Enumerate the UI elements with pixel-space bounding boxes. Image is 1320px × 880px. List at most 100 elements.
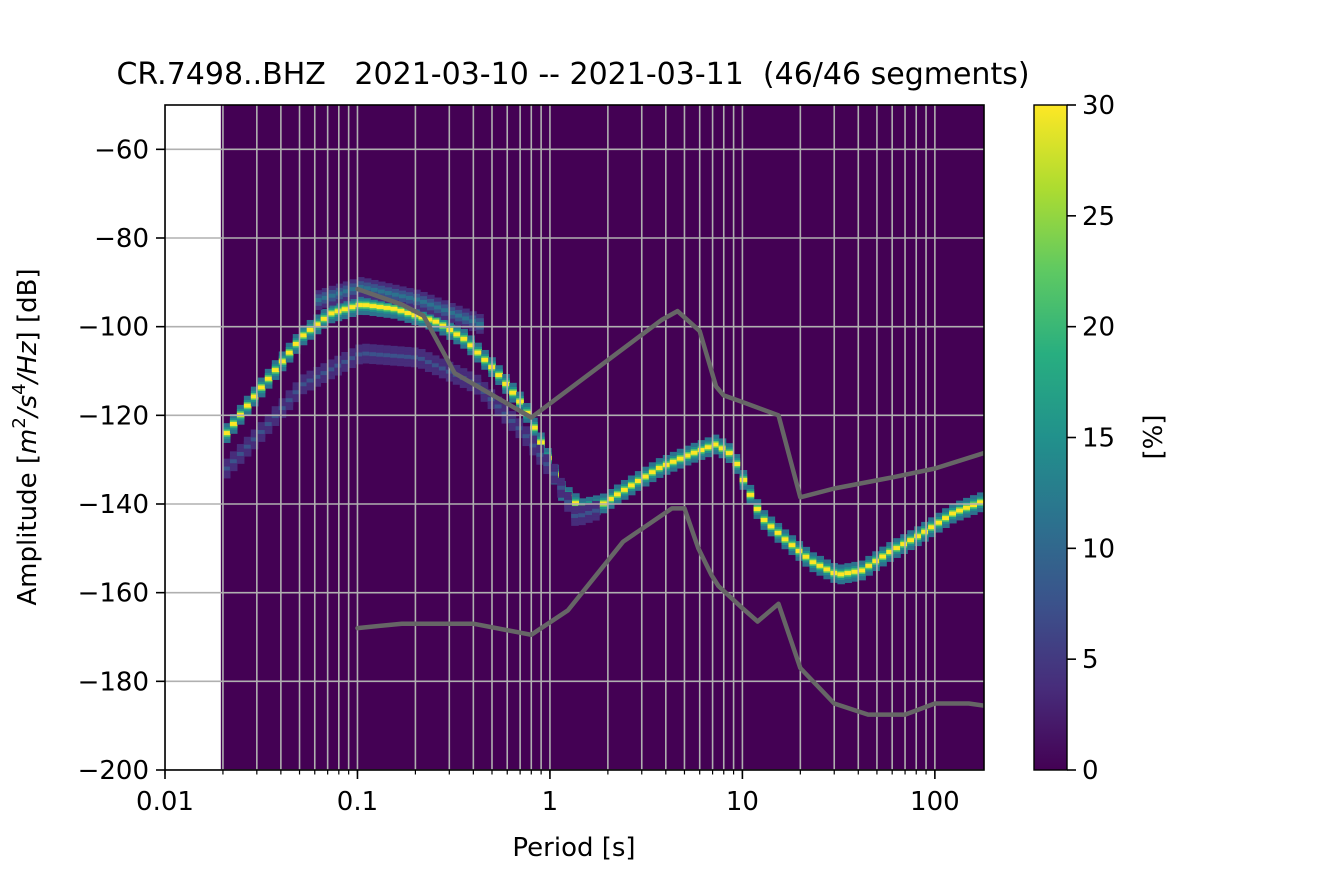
density-cell [397,308,406,313]
density-cell [543,462,551,467]
density-cell [432,319,440,324]
density-cell [417,356,426,361]
x-tick-label: 10 [726,787,759,817]
y-tick-label: −180 [78,667,149,697]
high-noise-model-line [355,286,984,500]
density-cell [641,474,650,479]
density-cell [718,446,727,451]
x-tick-label: 0.01 [136,787,194,817]
density-cell [711,442,720,447]
density-cell [886,550,894,554]
density-cell [515,426,524,431]
density-cell [550,471,558,476]
density-cell [455,313,463,318]
density-cell [802,554,811,559]
y-axis-label-part: 4 [9,383,30,394]
heatmap-background [220,105,984,770]
density-cell [320,316,329,321]
density-cell [377,289,386,294]
density-cell [942,516,950,521]
y-axis-label-part: / [13,371,43,385]
density-cell [306,378,315,383]
density-cell [257,385,266,390]
colorbar-label: [%] [1139,415,1169,460]
density-cell [753,507,762,512]
density-cell [356,284,365,289]
density-cell [229,459,238,464]
density-cell [439,323,447,328]
density-cell [427,302,435,307]
density-cell [508,418,517,423]
density-cell [879,554,887,559]
density-cell [306,327,315,332]
density-cell [348,356,356,361]
density-cell [229,421,238,426]
density-cell [760,518,769,522]
density-cell [362,303,371,308]
colorbar-tick-label: 5 [1082,645,1099,675]
density-cell [690,450,699,455]
density-cell [474,350,482,355]
density-cell [397,354,405,359]
y-axis-label-part: Amplitude [ [13,454,43,606]
density-cell [816,563,825,568]
density-cell [460,336,468,341]
density-cell [746,492,755,497]
density-cell [501,411,510,416]
y-tick-label: −80 [94,224,149,254]
colorbar-tick-label: 30 [1082,91,1115,121]
y-axis-label-part: ] [dB] [13,268,43,341]
density-cell [299,382,308,387]
density-cell [767,524,776,529]
density-cell [858,568,866,573]
density-cell [404,354,412,359]
density-cell [564,499,572,504]
density-cell [425,317,434,322]
density-cell [921,529,929,534]
colorbar-ticks: 0 5 10 15 20 25 30 [1067,91,1115,786]
y-axis-label-part: Hz [13,340,43,375]
density-cell [320,371,329,376]
y-axis: −60 −80 −100 −120 −140 −160 −180 −200 [78,135,165,786]
density-cell [476,321,484,326]
density-cell [285,398,294,403]
density-cell [341,307,350,312]
density-cell [774,530,783,535]
density-cell [530,425,538,430]
density-cell [914,534,922,539]
density-cell [404,311,413,315]
density-cell [977,500,984,505]
density-cell [313,374,322,379]
density-cell [620,487,629,492]
density-cell [384,291,393,296]
density-cell [299,333,308,338]
density-cell [285,350,294,355]
colorbar-tick-label: 20 [1082,313,1115,343]
density-cell [441,308,449,313]
density-cell [278,359,287,364]
density-cell [571,513,579,518]
density-cell [613,492,622,497]
low-noise-model-line [355,506,984,717]
density-cell [655,466,664,470]
density-cell [424,360,433,365]
density-cell [391,292,400,297]
density-cell [292,341,301,346]
density-heatmap [220,105,984,770]
density-cell [420,299,428,304]
density-cell [907,538,915,543]
density-cell [243,403,252,408]
density-cell [481,357,489,362]
density-cell [572,501,580,506]
density-cell [585,510,593,515]
y-axis-label-part: m [13,429,43,454]
density-cell [431,363,440,368]
density-cell [349,287,358,292]
y-tick-label: −160 [78,579,149,609]
density-cell [370,287,379,292]
density-cell [292,390,301,395]
density-cell [732,461,741,466]
density-cell [236,451,245,456]
density-ridge-upper [314,277,484,334]
density-cell [271,368,280,373]
